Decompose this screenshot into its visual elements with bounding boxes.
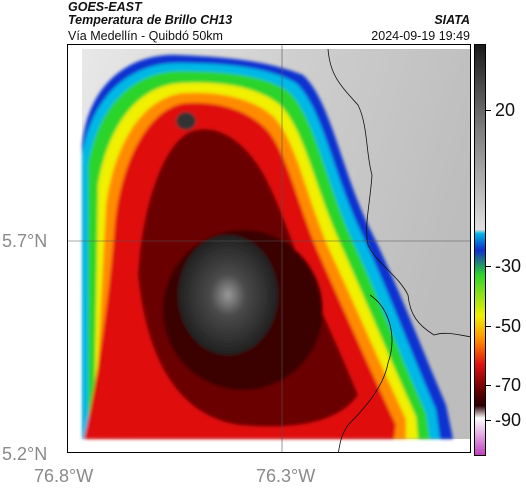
border-lines bbox=[327, 48, 470, 452]
colorbar-tick bbox=[486, 326, 491, 327]
colorbar bbox=[474, 44, 486, 456]
satellite-title: GOES-EAST bbox=[68, 0, 142, 14]
product-title: Temperatura de Brillo CH13 bbox=[68, 13, 233, 27]
lon-label-left: 76.8°W bbox=[34, 466, 94, 486]
colorbar-label: -70 bbox=[495, 375, 522, 395]
colorbar-label: -90 bbox=[495, 410, 522, 430]
datetime-label: 2024-09-19 19:49 bbox=[371, 29, 470, 43]
region-subtitle: Vía Medellín - Quibdó 50km bbox=[68, 29, 223, 43]
colorbar-tick bbox=[486, 110, 491, 111]
map-canvas bbox=[68, 45, 470, 452]
department-border bbox=[337, 294, 393, 452]
lon-label-right: 76.3°W bbox=[256, 466, 316, 486]
cold-core bbox=[178, 235, 278, 355]
colorbar-tick bbox=[486, 385, 491, 386]
agency-label: SIATA bbox=[434, 13, 470, 27]
colorbar-tick bbox=[486, 266, 491, 267]
coastline-border bbox=[327, 48, 470, 338]
colorbar-label: -30 bbox=[495, 256, 522, 276]
colorbar-label: -50 bbox=[495, 316, 522, 336]
overshooting-top bbox=[176, 112, 196, 130]
cloud-contours bbox=[82, 54, 453, 439]
lat-label-upper: 5.7°N bbox=[2, 231, 48, 251]
colorbar-tick bbox=[486, 420, 491, 421]
brightness-temperature-map bbox=[67, 44, 471, 453]
lat-label-lower: 5.2°N bbox=[2, 444, 48, 464]
colorbar-label: 20 bbox=[495, 100, 516, 120]
